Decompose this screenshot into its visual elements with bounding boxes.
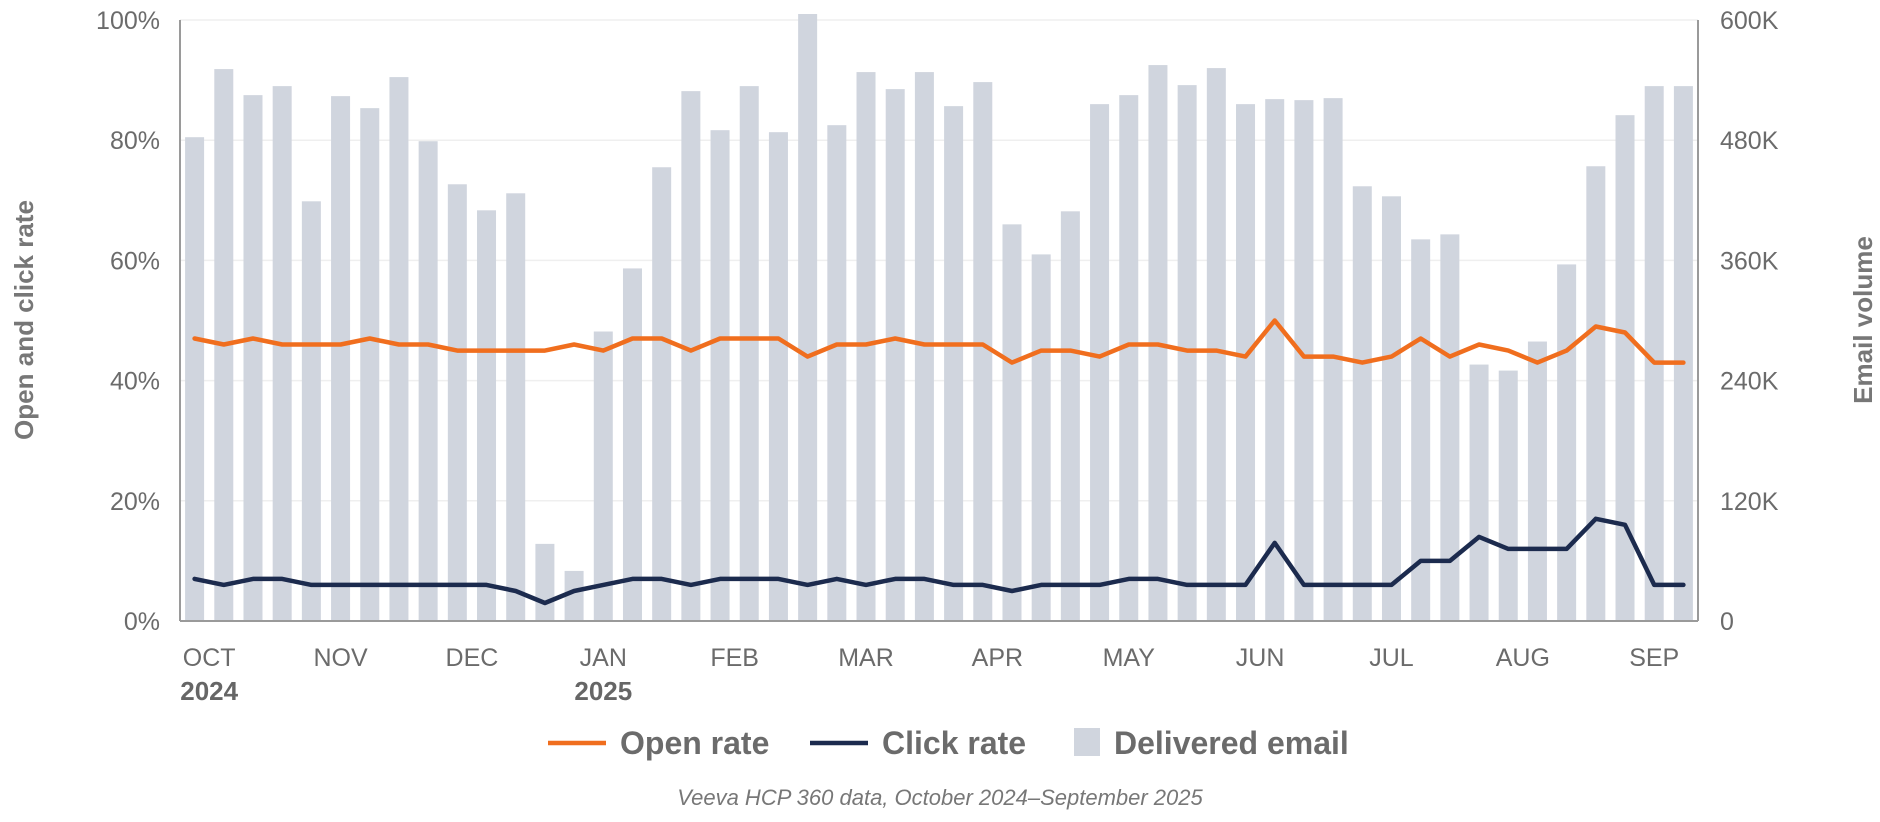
bar-delivered-email [681,91,701,621]
bar-delivered-email [1352,186,1372,621]
bar-delivered-email [798,14,818,621]
bar-delivered-email [1323,98,1343,621]
bar-delivered-email [1119,95,1139,621]
bar-delivered-email [418,141,438,621]
bar-delivered-email [272,86,292,622]
y-left-axis-title: Open and click rate [9,200,39,440]
x-tick-label-month: AUG [1496,644,1550,672]
y-right-tick-label: 240K [1720,368,1779,396]
bar-delivered-email [389,77,409,622]
x-tick-label-month: DEC [446,644,499,672]
legend-swatch-box [1074,728,1100,756]
y-right-tick-label: 360K [1720,247,1779,275]
bar-delivered-email [331,96,351,622]
line-series [192,318,1686,606]
bar-delivered-email [944,106,964,622]
x-tick-label-month: NOV [313,644,368,672]
y-left-tick-label: 40% [110,368,160,396]
bar-delivered-email [1527,341,1547,621]
line-click-rate [192,516,1686,606]
bar-delivered-email [1644,86,1664,622]
legend-label: Click rate [882,725,1026,761]
bar-delivered-email [243,95,263,621]
bar-delivered-email [710,130,730,621]
y-left-tick-label: 80% [110,127,160,155]
bar-delivered-email [652,167,672,621]
bar-delivered-email [185,137,205,621]
bar-delivered-email [1002,224,1022,621]
bar-delivered-email [593,331,613,621]
bar-delivered-email [1615,115,1635,622]
y-left-tick-label: 100% [96,7,160,35]
legend: Open rate Click rate Delivered email [548,725,1349,761]
y-right-tick-label: 600K [1720,7,1779,35]
x-tick-label-month: JUL [1369,644,1414,672]
x-tick-label-month: APR [972,644,1023,672]
bar-delivered-email [1411,239,1431,622]
y-left-tick-label: 0% [124,608,160,636]
bar-delivered-email [827,125,847,622]
line-open-rate [192,318,1686,365]
bar-delivered-email [1469,364,1489,621]
bar-delivered-email [506,193,526,621]
bar-delivered-email [301,201,321,621]
bar-delivered-email [1557,264,1577,621]
bar-delivered-email [885,89,905,622]
legend-label: Open rate [620,725,769,761]
x-tick-label-month: FEB [710,644,759,672]
bar-delivered-email [360,108,380,621]
y-right-tick-label: 120K [1720,488,1779,516]
y-right-tick-label: 480K [1720,127,1779,155]
axes [179,20,1699,622]
y-right-tick-labels: 0 120K 240K 360K 480K 600K [1720,7,1779,636]
bar-delivered-email [1206,68,1226,621]
bar-delivered-email [447,184,467,622]
bar-delivered-email [1031,254,1051,621]
bar-delivered-email [1294,100,1314,622]
x-month-labels: OCT 2024 NOV DEC JAN 2025 FEB MAR APR MAY JUN JUL AU… [180,644,1679,706]
bar-delivered-email [564,570,584,621]
x-tick-label-year: 2025 [574,676,632,706]
x-tick-label-month: MAR [838,644,894,672]
bar-delivered-email [622,268,642,621]
x-tick-label-month: SEP [1629,644,1679,672]
x-tick-label-month: MAY [1103,644,1156,672]
bar-delivered-email [535,543,555,621]
legend-label: Delivered email [1114,725,1349,761]
bar-delivered-email [1498,370,1518,621]
bar-delivered-email [1236,104,1256,621]
bar-delivered-email [477,210,497,622]
bar-delivered-email [1060,211,1080,621]
x-tick-label-month: OCT [183,644,236,672]
bar-delivered-email [1673,86,1693,622]
bar-series-delivered-email [185,14,1693,622]
y-right-axis-title: Email volume [1848,236,1878,404]
bar-delivered-email [1090,104,1110,621]
x-tick-label-month: JUN [1236,644,1285,672]
bar-delivered-email [739,86,759,622]
bar-delivered-email [1586,166,1606,621]
bar-delivered-email [1381,196,1401,621]
x-tick-label-year: 2024 [180,676,238,706]
bar-delivered-email [768,132,788,622]
bar-delivered-email [1265,99,1285,622]
bar-delivered-email [973,82,993,621]
y-left-tick-label: 60% [110,247,160,275]
y-right-tick-label: 0 [1720,608,1734,636]
source-note: Veeva HCP 360 data, October 2024–Septemb… [677,785,1203,810]
x-tick-label-month: JAN [580,644,627,672]
bar-delivered-email [1440,234,1460,621]
y-left-tick-labels: 0% 20% 40% 60% 80% 100% [96,7,160,636]
y-left-tick-label: 20% [110,488,160,516]
bar-delivered-email [1177,85,1197,621]
